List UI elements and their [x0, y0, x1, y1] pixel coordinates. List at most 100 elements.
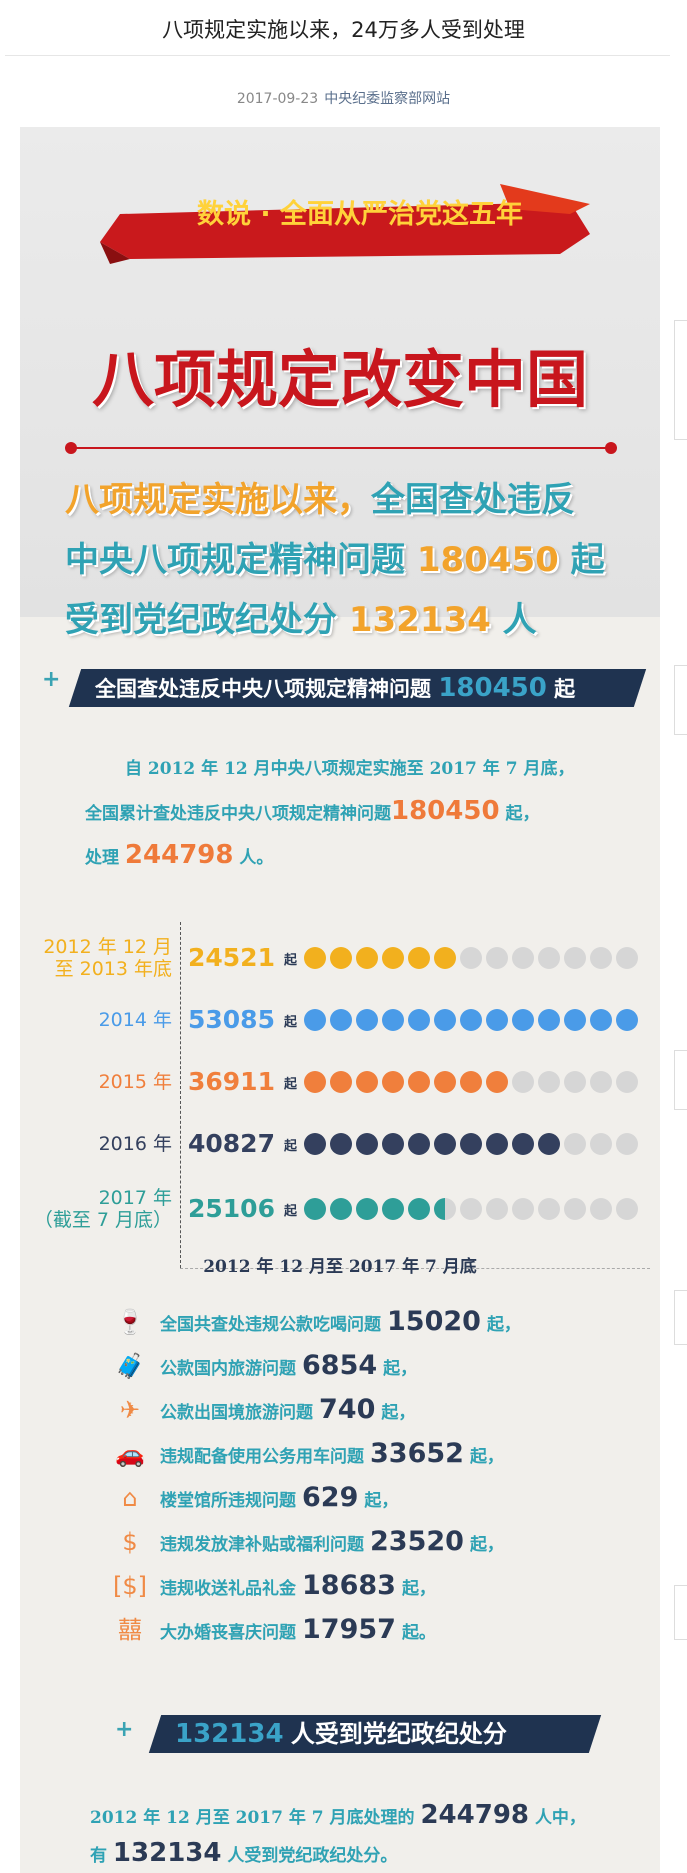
- side-widget: [674, 1290, 687, 1345]
- filled-dot: [304, 947, 326, 969]
- chart-baseline: [180, 1268, 650, 1269]
- empty-dot: [564, 1071, 586, 1093]
- empty-dot: [538, 1071, 560, 1093]
- empty-dot: [564, 1198, 586, 1220]
- filled-dot: [434, 1133, 456, 1155]
- house-icon: ⌂: [122, 1484, 138, 1512]
- filled-dot: [382, 1198, 404, 1220]
- filled-dot: [460, 1133, 482, 1155]
- unit-label: 起: [284, 1204, 298, 1219]
- empty-dot: [616, 1071, 638, 1093]
- banner-line-1: 八项规定实施以来，全国查处违反: [65, 480, 575, 520]
- period-heading: 2012 年 12 月至 2017 年 7 月底: [203, 1257, 477, 1277]
- filled-dot: [304, 1198, 326, 1220]
- filled-dot: [408, 947, 430, 969]
- empty-dot: [616, 1198, 638, 1220]
- filled-dot: [408, 1071, 430, 1093]
- filled-dot: [616, 1009, 638, 1031]
- filled-dot: [330, 1133, 352, 1155]
- infographic: 数说 · 全面从严治党这五年 八项规定改变中国 八项规定实施以来，全国查处违反 …: [20, 127, 660, 1873]
- year-label: 2014 年: [98, 1009, 172, 1031]
- filled-dot: [590, 1009, 612, 1031]
- filled-dot: [434, 1009, 456, 1031]
- filled-dot: [538, 1009, 560, 1031]
- filled-dot: [330, 1071, 352, 1093]
- filled-dot: [356, 1071, 378, 1093]
- banner-line-2: 中央八项规定精神问题 180450 起: [65, 540, 605, 580]
- ribbon-text: 数说 · 全面从严治党这五年: [196, 199, 524, 230]
- filled-dot: [330, 1198, 352, 1220]
- violation-item: 全国共查处违规公款吃喝问题 15020 起，: [160, 1306, 521, 1337]
- filled-dot: [434, 947, 456, 969]
- filled-dot: [330, 947, 352, 969]
- filled-dot: [356, 1198, 378, 1220]
- filled-dot: [434, 1198, 456, 1220]
- violation-item: 楼堂馆所违规问题 629 起，: [160, 1482, 399, 1513]
- article-meta: 2017-09-23 中央纪委监察部网站: [0, 88, 687, 108]
- empty-dot: [590, 947, 612, 969]
- filled-dot: [304, 1071, 326, 1093]
- filled-dot: [356, 1133, 378, 1155]
- airplane-icon: ✈: [119, 1396, 141, 1424]
- filled-dot: [486, 1009, 508, 1031]
- filled-dot: [382, 1009, 404, 1031]
- filled-dot: [382, 1071, 404, 1093]
- empty-dot: [616, 947, 638, 969]
- filled-dot: [512, 1009, 534, 1031]
- count-value: 40827: [188, 1129, 275, 1158]
- section-header: 132134 人受到党纪政纪处分: [175, 1719, 507, 1749]
- empty-dot: [564, 1133, 586, 1155]
- article-title: 八项规定实施以来，24万多人受到处理: [162, 18, 525, 42]
- empty-dot: [590, 1133, 612, 1155]
- filled-dot: [330, 1009, 352, 1031]
- year-label: 2012 年 12 月至 2013 年底: [43, 936, 172, 980]
- filled-dot: [512, 1133, 534, 1155]
- count-value: 53085: [188, 1005, 275, 1034]
- suitcase-icon: 🧳: [115, 1352, 145, 1380]
- filled-dot: [538, 1133, 560, 1155]
- filled-dot: [408, 1198, 430, 1220]
- empty-dot: [564, 947, 586, 969]
- side-widget: [674, 1050, 687, 1110]
- empty-dot: [512, 1071, 534, 1093]
- count-value: 25106: [188, 1194, 275, 1223]
- unit-label: 起: [284, 1077, 298, 1092]
- empty-dot: [538, 1198, 560, 1220]
- filled-dot: [460, 1071, 482, 1093]
- unit-label: 起: [284, 1139, 298, 1154]
- count-value: 36911: [188, 1067, 275, 1096]
- empty-dot: [512, 1198, 534, 1220]
- article-source-link[interactable]: 中央纪委监察部网站: [324, 91, 451, 107]
- empty-dot: [590, 1071, 612, 1093]
- summary-line-1: 自 2012 年 12 月中央八项规定实施至 2017 年 7 月底，: [125, 759, 575, 779]
- conclusion-line-2: 有 132134 人受到党纪政纪处分。: [90, 1838, 398, 1868]
- year-label: 2016 年: [98, 1133, 172, 1155]
- filled-dot: [356, 1009, 378, 1031]
- summary-line-3: 处理 244798 人。: [85, 840, 274, 870]
- year-label: 2015 年: [98, 1071, 172, 1093]
- empty-dot: [486, 947, 508, 969]
- filled-dot: [408, 1009, 430, 1031]
- empty-dot: [538, 947, 560, 969]
- red-divider: [70, 447, 610, 449]
- filled-dot: [304, 1009, 326, 1031]
- violation-item: 大办婚丧喜庆问题 17957 起。: [160, 1614, 436, 1645]
- empty-dot: [616, 1133, 638, 1155]
- filled-dot: [564, 1009, 586, 1031]
- filled-dot: [486, 1071, 508, 1093]
- empty-dot: [460, 947, 482, 969]
- count-value: 24521: [188, 943, 275, 972]
- ribbon-banner: [100, 184, 590, 264]
- violation-item: 违规配备使用公务用车问题 33652 起，: [160, 1438, 504, 1469]
- filled-dot: [434, 1071, 456, 1093]
- filled-dot: [304, 1133, 326, 1155]
- side-widget: [674, 320, 687, 440]
- filled-dot: [408, 1133, 430, 1155]
- side-widget: [674, 665, 687, 735]
- summary-line-2: 全国累计查处违反中央八项规定精神问题180450 起，: [85, 796, 540, 826]
- filled-dot: [460, 1009, 482, 1031]
- section-header: 全国查处违反中央八项规定精神问题 180450 起: [95, 673, 576, 703]
- main-title: 八项规定改变中国: [91, 343, 588, 416]
- banner-line-3: 受到党纪政纪处分 132134 人: [65, 600, 537, 640]
- chart-axis: [180, 922, 181, 1268]
